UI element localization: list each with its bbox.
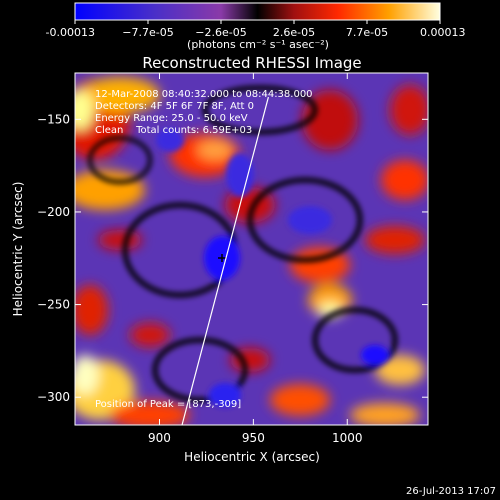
y-tick-label: −300 bbox=[37, 390, 70, 404]
x-tick-label: 1000 bbox=[332, 431, 363, 445]
y-tick-label: −150 bbox=[37, 112, 70, 126]
annotation-detectors: Detectors: 4F 5F 6F 7F 8F, Att 0 bbox=[95, 101, 254, 112]
x-axis-label: Heliocentric X (arcsec) bbox=[184, 450, 320, 464]
colorbar-tick-label: 7.7e-05 bbox=[346, 26, 388, 39]
footer-timestamp: 26-Jul-2013 17:07 bbox=[406, 486, 496, 497]
y-axis-label: Heliocentric Y (arcsec) bbox=[11, 182, 25, 317]
solar-limb-line bbox=[181, 96, 269, 425]
plot-frame bbox=[74, 72, 429, 426]
colorbar bbox=[74, 2, 441, 21]
colorbar-tick-label: -0.00013 bbox=[46, 26, 95, 39]
annotation-time-range: 12-Mar-2008 08:40:32.000 to 08:44:38.000 bbox=[95, 89, 313, 100]
x-tick-label: 950 bbox=[242, 431, 265, 445]
colorbar-tick-label: 0.00013 bbox=[420, 26, 466, 39]
colorbar-tick-label: −7.7e-05 bbox=[122, 26, 173, 39]
y-tick-label: −200 bbox=[37, 205, 70, 219]
annotation-clean-counts: Clean Total counts: 6.59E+03 bbox=[95, 125, 252, 136]
heatmap-image bbox=[75, 73, 428, 425]
peak-marker bbox=[218, 254, 226, 262]
y-tick-label: −250 bbox=[37, 298, 70, 312]
colorbar-ticks: -0.00013 −7.7e-05 −2.6e-05 2.6e-05 7.7e-05 0.… bbox=[46, 20, 466, 39]
colorbar-tick-label: 2.6e-05 bbox=[273, 26, 315, 39]
annotation-energy-range: Energy Range: 25.0 - 50.0 keV bbox=[95, 113, 248, 124]
x-tick-label: 900 bbox=[148, 431, 171, 445]
annotation-peak-position: Position of Peak = [873,-309] bbox=[95, 399, 241, 410]
axes: 900 950 1000 −150 −200 −250 −300 bbox=[37, 73, 428, 445]
chart-title: Reconstructed RHESSI Image bbox=[142, 54, 361, 72]
colorbar-unit-label: (photons cm⁻² s⁻¹ asec⁻²) bbox=[187, 38, 329, 51]
colorbar-tick-label: −2.6e-05 bbox=[195, 26, 246, 39]
